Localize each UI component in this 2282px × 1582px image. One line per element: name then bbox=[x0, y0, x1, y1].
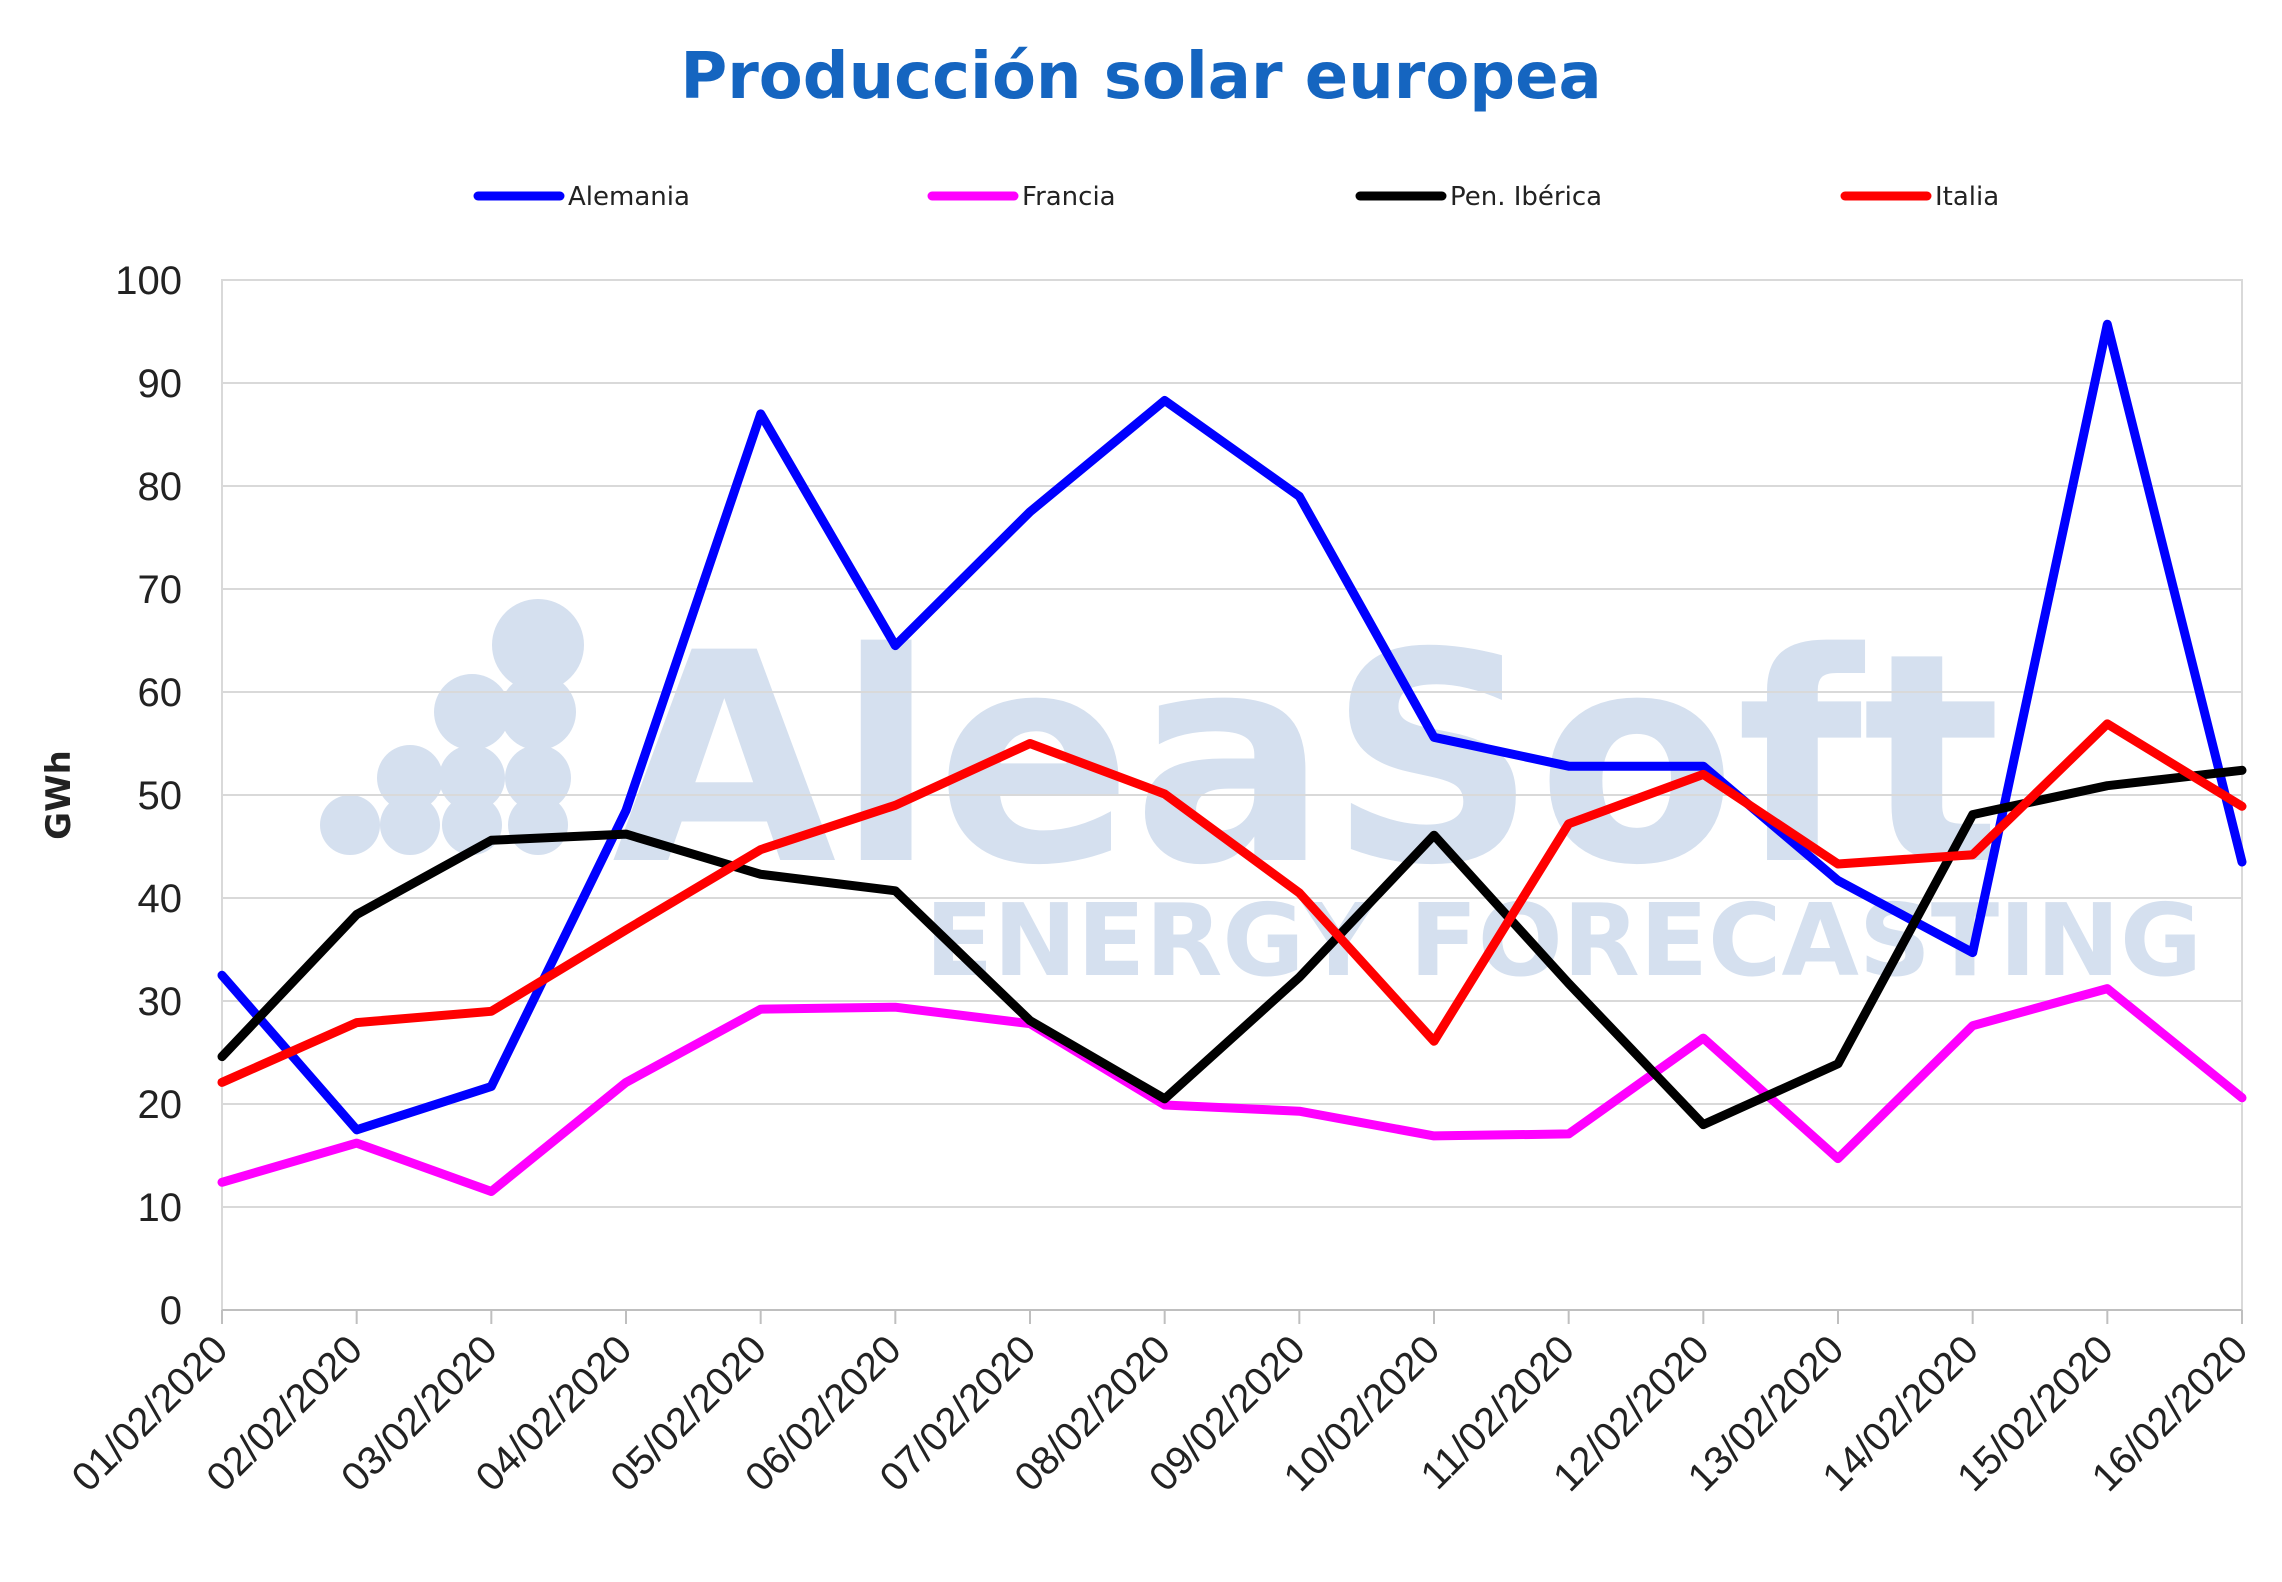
legend-label: Francia bbox=[1022, 182, 1116, 212]
y-tick-label: 40 bbox=[138, 877, 183, 921]
legend-label: Pen. Ibérica bbox=[1450, 182, 1602, 212]
y-tick-label: 100 bbox=[115, 259, 182, 303]
x-axis-ticks: 01/02/202002/02/202003/02/202004/02/2020… bbox=[64, 1310, 2256, 1500]
gridlines bbox=[221, 279, 2243, 1311]
y-tick-label: 60 bbox=[138, 671, 183, 715]
y-tick-label: 70 bbox=[138, 568, 183, 612]
watermark-brand: AleaSoft bbox=[612, 592, 2001, 929]
y-tick-label: 80 bbox=[138, 465, 183, 509]
watermark-dot bbox=[500, 674, 576, 750]
y-tick-label: 0 bbox=[160, 1289, 182, 1333]
series-line-pen-ib-rica bbox=[217, 765, 2247, 1130]
series-line-alemania bbox=[217, 319, 2247, 1135]
legend-label: Alemania bbox=[568, 182, 690, 212]
y-axis-label: GWh bbox=[39, 750, 79, 840]
y-tick-label: 10 bbox=[138, 1186, 183, 1230]
y-tick-label: 50 bbox=[138, 774, 183, 818]
y-tick-label: 20 bbox=[138, 1083, 183, 1127]
chart-title: Producción solar europea bbox=[680, 40, 1602, 114]
y-tick-label: 90 bbox=[138, 362, 183, 406]
legend: Alemania Francia Pen. Ibérica Italia bbox=[473, 182, 1999, 212]
y-tick-label: 30 bbox=[138, 980, 183, 1024]
watermark-dot bbox=[320, 795, 380, 855]
legend-label: Italia bbox=[1935, 182, 1999, 212]
y-axis-ticks: 0 10 20 30 40 50 60 70 80 90 100 bbox=[115, 259, 182, 1333]
series-line-francia bbox=[217, 984, 2247, 1196]
watermark-dot bbox=[508, 795, 568, 855]
watermark-dot bbox=[434, 674, 510, 750]
series-line-italia bbox=[217, 719, 2247, 1087]
watermark-dot bbox=[380, 795, 440, 855]
series-lines bbox=[217, 319, 2247, 1196]
watermark-dot bbox=[492, 599, 584, 691]
